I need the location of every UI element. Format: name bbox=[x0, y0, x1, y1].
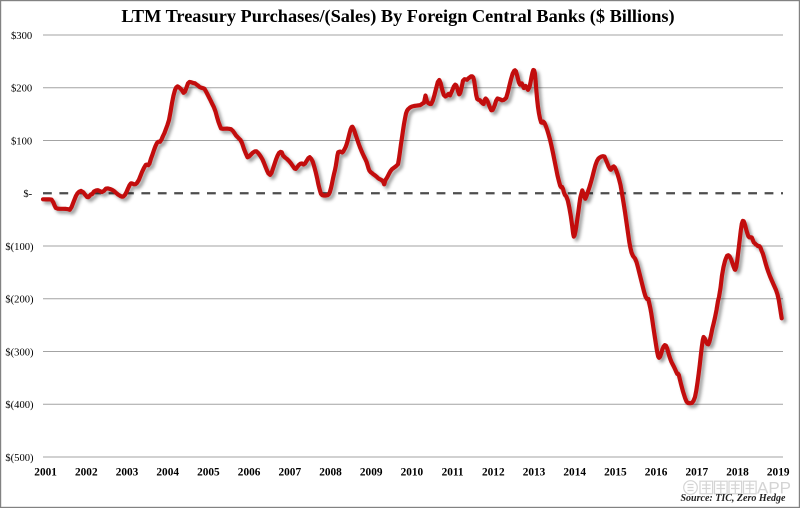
svg-text:LTM Treasury Purchases/(Sales): LTM Treasury Purchases/(Sales) By Foreig… bbox=[121, 6, 674, 27]
svg-text:$-: $- bbox=[23, 189, 32, 200]
svg-text:2015: 2015 bbox=[604, 466, 627, 478]
svg-text:$(400): $(400) bbox=[5, 400, 34, 411]
svg-text:APP: APP bbox=[757, 479, 791, 498]
svg-text:$100: $100 bbox=[11, 136, 32, 147]
svg-text:$(200): $(200) bbox=[5, 295, 34, 306]
svg-text:2003: 2003 bbox=[116, 466, 139, 478]
svg-text:2008: 2008 bbox=[319, 466, 342, 478]
svg-text:2005: 2005 bbox=[197, 466, 220, 478]
svg-text:2001: 2001 bbox=[34, 466, 57, 478]
svg-text:2009: 2009 bbox=[360, 466, 383, 478]
svg-text:2007: 2007 bbox=[279, 466, 302, 478]
svg-text:2019: 2019 bbox=[767, 466, 790, 478]
svg-text:$(500): $(500) bbox=[5, 453, 34, 464]
svg-text:2017: 2017 bbox=[686, 466, 709, 478]
svg-text:2006: 2006 bbox=[238, 466, 261, 478]
svg-text:2012: 2012 bbox=[482, 466, 505, 478]
svg-text:2018: 2018 bbox=[726, 466, 749, 478]
svg-text:$(100): $(100) bbox=[5, 242, 34, 253]
svg-text:2013: 2013 bbox=[523, 466, 546, 478]
svg-text:$200: $200 bbox=[11, 84, 32, 95]
svg-text:Source: TIC, Zero Hedge: Source: TIC, Zero Hedge bbox=[681, 493, 787, 504]
svg-text:2010: 2010 bbox=[401, 466, 424, 478]
svg-text:2004: 2004 bbox=[156, 466, 179, 478]
svg-text:$300: $300 bbox=[11, 31, 32, 42]
svg-text:2016: 2016 bbox=[645, 466, 668, 478]
svg-text:2002: 2002 bbox=[75, 466, 98, 478]
svg-text:$(300): $(300) bbox=[5, 347, 34, 358]
svg-text:2011: 2011 bbox=[442, 466, 464, 478]
svg-text:2014: 2014 bbox=[563, 466, 586, 478]
